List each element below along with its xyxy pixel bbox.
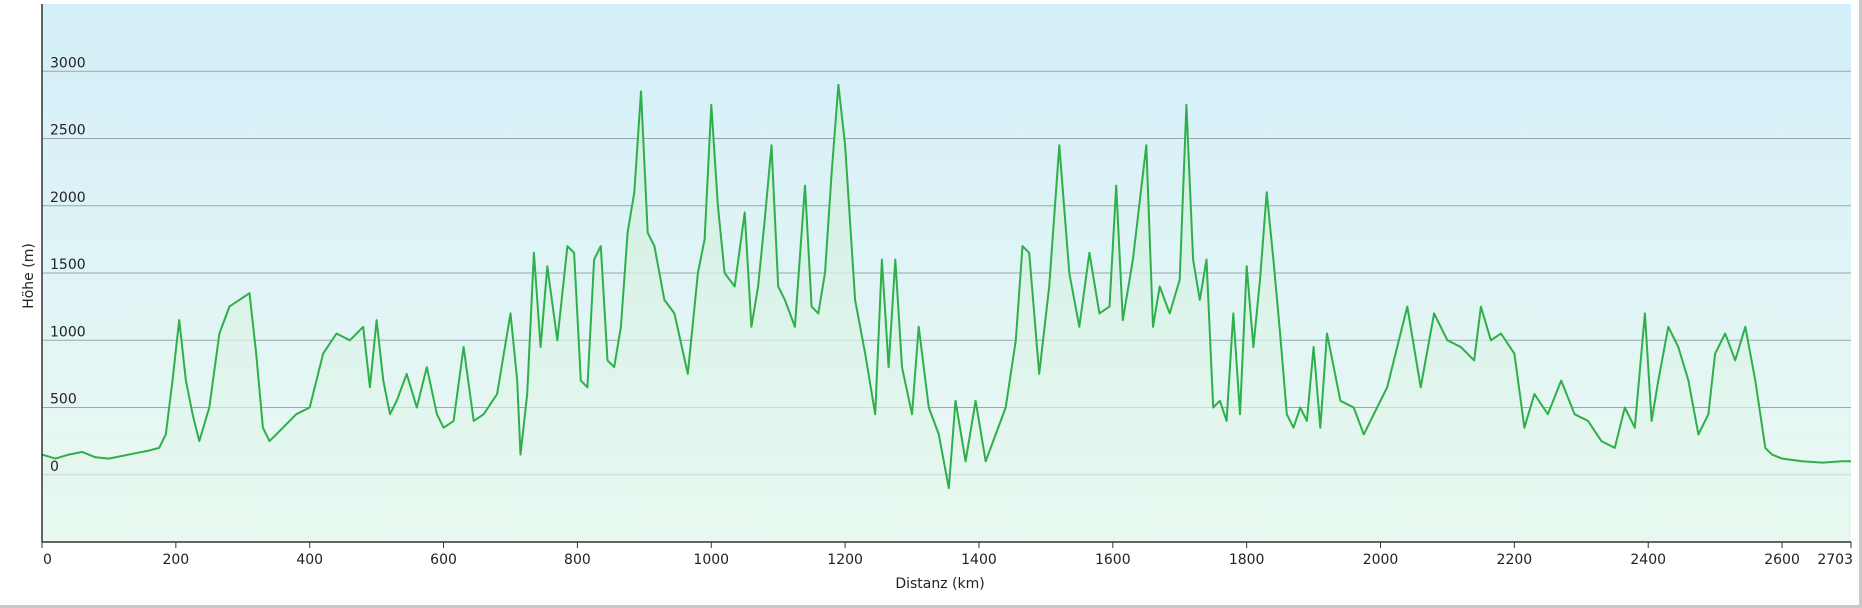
x-tick-label: 2703: [1817, 552, 1853, 568]
x-tick-label: 600: [430, 552, 457, 568]
y-tick-label: 3000: [50, 55, 86, 71]
y-tick-label: 0: [50, 459, 59, 475]
y-tick-label: 1000: [50, 324, 86, 340]
x-tick-label: 200: [162, 552, 189, 568]
x-tick-label: 1400: [961, 552, 997, 568]
y-axis-title: Höhe (m): [21, 243, 37, 309]
y-tick-labels: 0 500 1000 1500 2000 2500 3000: [50, 55, 86, 475]
y-tick-label: 2500: [50, 123, 86, 139]
x-tick-labels: 0 200 400 600 800 1000 1200 1400 1600 1800 2000 220…: [41, 542, 1853, 568]
x-tick-label: 0: [43, 552, 52, 568]
x-tick-label: 1800: [1229, 552, 1265, 568]
x-tick-label: 2000: [1363, 552, 1399, 568]
x-tick-label: 1000: [693, 552, 729, 568]
y-tick-label: 2000: [50, 190, 86, 206]
elevation-area-fill: [42, 84, 1851, 542]
y-tick-label: 500: [50, 392, 77, 408]
x-tick-label: 2600: [1764, 552, 1800, 568]
y-tick-label: 1500: [50, 257, 86, 273]
x-tick-label: 2200: [1497, 552, 1533, 568]
x-tick-label: 800: [564, 552, 591, 568]
x-tick-label: 2400: [1630, 552, 1666, 568]
x-tick-label: 1600: [1095, 552, 1131, 568]
x-tick-label: 1200: [827, 552, 863, 568]
x-axis-title: Distanz (km): [895, 576, 984, 592]
elevation-line: [41, 83, 1851, 490]
axes: [41, 4, 1851, 543]
x-tick-label: 400: [296, 552, 323, 568]
